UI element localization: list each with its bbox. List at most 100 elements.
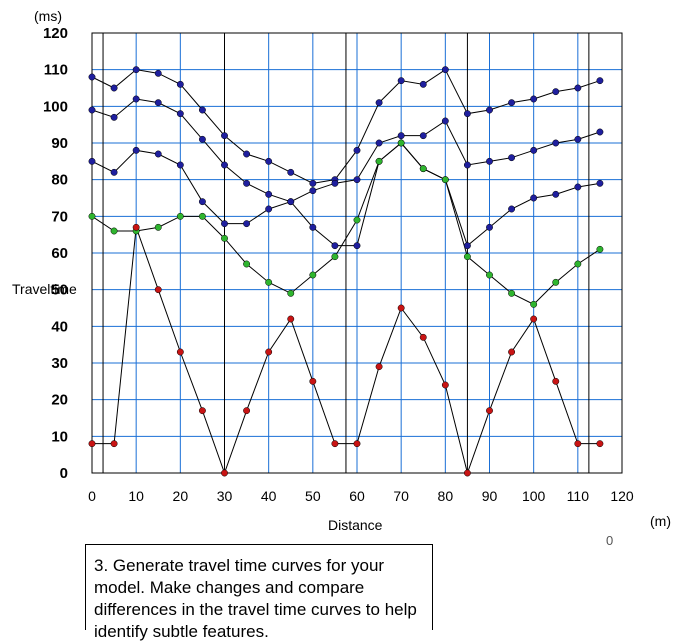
series-0-point-2 — [132, 66, 140, 74]
series-4-point-13 — [375, 363, 383, 371]
y-tick-labels: 0 10 20 30 40 50 60 70 80 90 100 110 120 — [43, 25, 68, 482]
y-tick-label-70: 70 — [51, 208, 68, 225]
travel-time-chart: 0 10 20 30 40 50 60 70 80 90 100 110 120 0 10 20 30 40 50… — [12, 8, 671, 533]
series-3-point-12 — [353, 216, 361, 224]
series-2-point-2 — [132, 146, 140, 154]
x-tick-label-20: 20 — [173, 488, 189, 504]
series-2-point-19 — [508, 205, 516, 213]
series-2-point-12 — [353, 242, 361, 250]
series-1-point-17 — [463, 161, 471, 169]
series-4-point-16 — [441, 381, 449, 389]
series-0-point-0 — [88, 73, 96, 81]
series-3-point-3 — [154, 223, 162, 231]
series-3-point-23 — [596, 245, 604, 253]
series-0-line — [91, 68, 601, 184]
series-4-point-11 — [331, 440, 339, 448]
y-axis-title: Traveltime — [12, 281, 77, 297]
series-1-line — [91, 98, 601, 203]
series-4-point-14 — [397, 304, 405, 312]
series-1-point-23 — [596, 128, 604, 136]
series-0-point-23 — [596, 77, 604, 85]
series-4-point-12 — [353, 440, 361, 448]
series-4-point-20 — [530, 315, 538, 323]
series-1-point-4 — [176, 110, 184, 118]
series-3-point-8 — [265, 278, 273, 286]
series-1-point-11 — [331, 179, 339, 187]
series-3-point-7 — [243, 260, 251, 268]
series-3-line — [91, 142, 601, 305]
series-2-point-8 — [265, 205, 273, 213]
series-4-point-4 — [176, 348, 184, 356]
series-2-point-5 — [198, 198, 206, 206]
y-tick-label-0: 0 — [60, 465, 68, 482]
x-axis-title: Distance — [328, 517, 383, 533]
series-3-point-16 — [441, 176, 449, 184]
series-1-point-2 — [132, 95, 140, 103]
survey-lines — [102, 33, 590, 473]
series-3-point-13 — [375, 157, 383, 165]
series-2-point-4 — [176, 161, 184, 169]
x-unit-label: (m) — [650, 513, 671, 529]
x-tick-label-30: 30 — [217, 488, 233, 504]
series-3-point-15 — [419, 165, 427, 173]
series-0-point-1 — [110, 84, 118, 92]
series-0-point-20 — [530, 95, 538, 103]
series-2-point-9 — [287, 198, 295, 206]
plot-frame — [91, 32, 623, 474]
series-4-point-2 — [132, 223, 140, 231]
series-0-point-15 — [419, 80, 427, 88]
series-4-point-22 — [574, 440, 582, 448]
series-1-point-21 — [552, 139, 560, 147]
series-3-point-21 — [552, 278, 560, 286]
series-2-point-21 — [552, 190, 560, 198]
series-3-point-14 — [397, 139, 405, 147]
series-2-point-22 — [574, 183, 582, 191]
series-2-point-3 — [154, 150, 162, 158]
series-2-point-7 — [243, 220, 251, 228]
x-tick-labels: 0 10 20 30 40 50 60 70 80 90 100 110 120 — [88, 488, 634, 504]
series-1-point-7 — [243, 179, 251, 187]
caption-text: 3. Generate travel time curves for your … — [94, 556, 417, 641]
series-2-point-6 — [221, 220, 228, 228]
series-1-point-5 — [198, 135, 206, 143]
series-4-point-10 — [309, 377, 317, 385]
x-tick-label-80: 80 — [438, 488, 454, 504]
series-2-point-1 — [110, 168, 118, 176]
series-0-point-19 — [508, 99, 516, 107]
x-tick-label-100: 100 — [522, 488, 546, 504]
series-0-point-9 — [287, 168, 295, 176]
series-3-point-9 — [287, 289, 295, 297]
y-tick-label-110: 110 — [44, 62, 68, 79]
series-0-point-14 — [397, 77, 405, 85]
series-3-point-4 — [176, 212, 184, 220]
series-2-point-11 — [331, 242, 339, 250]
series-4-point-21 — [552, 377, 560, 385]
series-3-point-1 — [110, 227, 118, 235]
series-4-point-0 — [88, 440, 96, 448]
series-2-line — [91, 142, 600, 247]
series-0-point-22 — [574, 84, 582, 92]
series-4-point-19 — [508, 348, 516, 356]
y-tick-label-90: 90 — [51, 135, 68, 152]
x-tick-label-110: 110 — [567, 488, 590, 504]
series-2-point-10 — [309, 223, 317, 231]
y-tick-label-80: 80 — [51, 172, 68, 189]
series-4-point-1 — [110, 440, 118, 448]
stray-zero-label: 0 — [606, 533, 614, 548]
y-tick-label-30: 30 — [51, 355, 68, 372]
x-tick-label-60: 60 — [349, 488, 365, 504]
series-4-point-7 — [243, 407, 251, 415]
series-1-point-0 — [88, 106, 96, 114]
series-1-point-14 — [397, 132, 405, 140]
series-0-point-8 — [265, 157, 273, 165]
series-2-point-23 — [596, 179, 604, 187]
caption-box: 3. Generate travel time curves for your … — [85, 544, 433, 641]
chart-grid — [91, 32, 623, 474]
y-tick-label-10: 10 — [51, 428, 68, 445]
series-3-point-20 — [530, 300, 538, 308]
series-1-point-18 — [486, 157, 493, 165]
series-0-point-7 — [243, 150, 251, 158]
series-3-point-22 — [574, 260, 582, 268]
series-1-point-13 — [375, 139, 383, 147]
series-4-point-9 — [287, 315, 295, 323]
